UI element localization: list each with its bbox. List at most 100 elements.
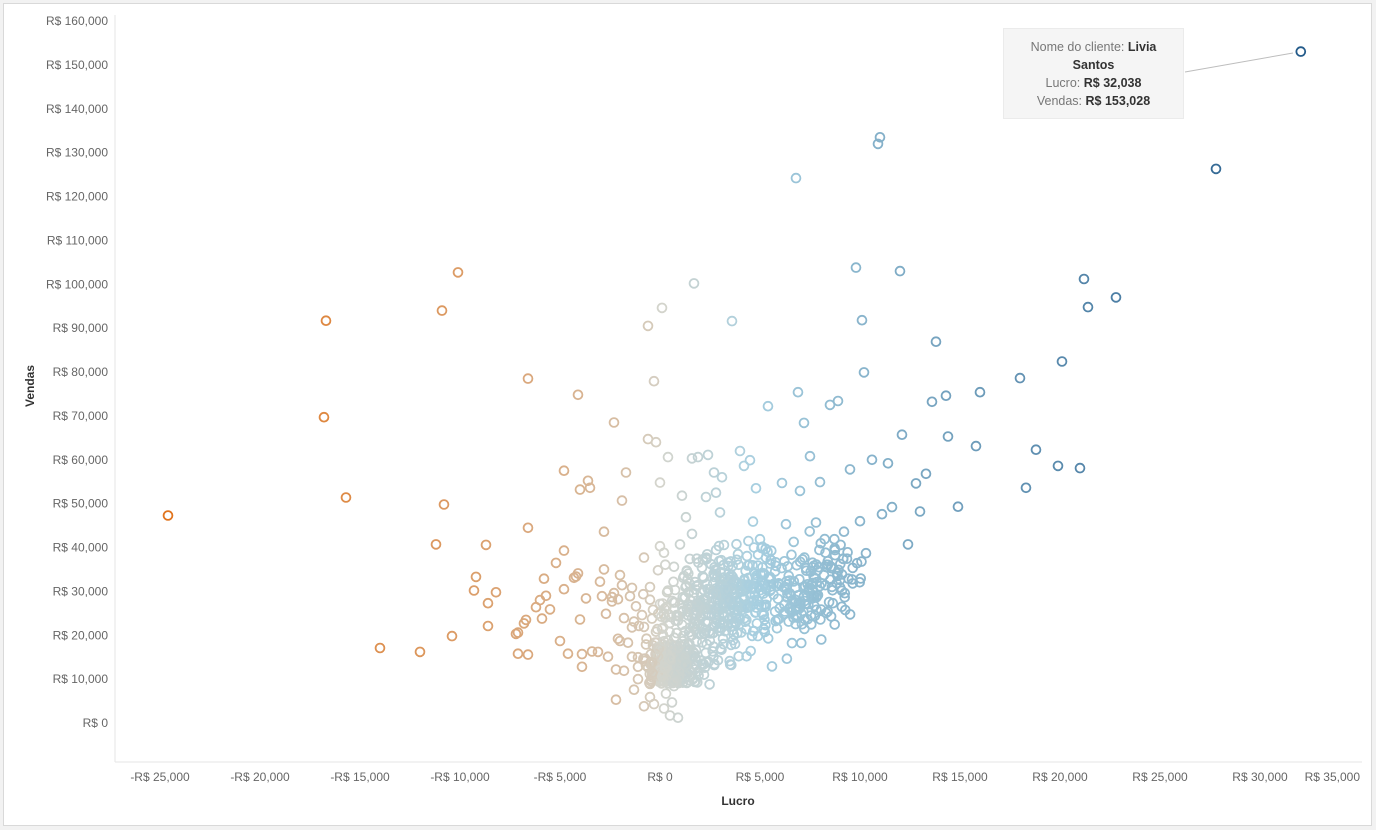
- data-point[interactable]: [671, 609, 682, 621]
- data-point[interactable]: [638, 621, 650, 633]
- data-point[interactable]: [808, 571, 819, 583]
- data-point[interactable]: [674, 539, 686, 550]
- data-point[interactable]: [600, 608, 612, 620]
- data-point[interactable]: [482, 597, 494, 609]
- data-point[interactable]: [756, 542, 767, 554]
- data-point[interactable]: [835, 539, 846, 551]
- data-point[interactable]: [651, 623, 663, 635]
- data-point[interactable]: [414, 646, 426, 658]
- data-point[interactable]: [744, 579, 756, 591]
- data-point[interactable]: [739, 612, 750, 624]
- data-point[interactable]: [480, 539, 492, 551]
- data-point[interactable]: [812, 589, 824, 601]
- data-point[interactable]: [726, 315, 738, 327]
- data-point[interactable]: [766, 661, 778, 672]
- data-point[interactable]: [622, 637, 634, 648]
- data-point[interactable]: [794, 485, 806, 497]
- data-point[interactable]: [687, 662, 698, 673]
- data-point[interactable]: [810, 559, 822, 570]
- data-point[interactable]: [647, 667, 658, 679]
- data-point[interactable]: [725, 639, 737, 651]
- data-point[interactable]: [683, 644, 695, 655]
- data-point[interactable]: [648, 375, 660, 387]
- data-point[interactable]: [692, 579, 704, 591]
- data-point[interactable]: [1056, 356, 1068, 367]
- data-point[interactable]: [582, 475, 594, 487]
- data-point[interactable]: [707, 627, 719, 638]
- data-point[interactable]: [724, 594, 736, 606]
- data-point[interactable]: [829, 544, 841, 556]
- data-point[interactable]: [739, 593, 750, 605]
- data-point[interactable]: [592, 646, 604, 658]
- data-point[interactable]: [866, 454, 878, 466]
- data-point[interactable]: [1074, 462, 1086, 474]
- data-point[interactable]: [743, 572, 754, 584]
- data-point[interactable]: [689, 664, 701, 675]
- data-point[interactable]: [826, 581, 838, 593]
- data-point[interactable]: [666, 697, 678, 708]
- data-point[interactable]: [646, 657, 658, 668]
- data-point[interactable]: [702, 449, 714, 461]
- data-point[interactable]: [610, 694, 622, 705]
- data-point[interactable]: [820, 547, 831, 558]
- data-point[interactable]: [522, 522, 534, 534]
- data-point[interactable]: [693, 557, 704, 568]
- data-point[interactable]: [1295, 46, 1307, 57]
- data-point[interactable]: [689, 576, 701, 588]
- data-point[interactable]: [798, 591, 810, 602]
- data-point[interactable]: [658, 547, 670, 559]
- data-point[interactable]: [598, 526, 610, 537]
- data-point[interactable]: [786, 549, 797, 561]
- data-point[interactable]: [733, 559, 744, 571]
- data-point[interactable]: [482, 620, 494, 632]
- data-point[interactable]: [841, 553, 853, 564]
- data-point[interactable]: [794, 573, 805, 585]
- data-point[interactable]: [676, 490, 688, 502]
- data-point[interactable]: [820, 607, 832, 619]
- data-point[interactable]: [738, 460, 750, 472]
- data-point[interactable]: [910, 478, 922, 489]
- data-point[interactable]: [762, 633, 774, 644]
- data-point[interactable]: [718, 539, 730, 551]
- data-point[interactable]: [832, 570, 843, 582]
- data-point[interactable]: [624, 590, 636, 602]
- data-point[interactable]: [598, 564, 610, 575]
- data-point[interactable]: [692, 451, 704, 463]
- data-point[interactable]: [636, 609, 648, 621]
- data-point[interactable]: [920, 468, 932, 480]
- data-point[interactable]: [710, 487, 722, 499]
- data-point[interactable]: [658, 635, 670, 647]
- data-point[interactable]: [829, 533, 840, 545]
- data-point[interactable]: [833, 564, 844, 576]
- data-point[interactable]: [612, 593, 624, 605]
- data-point[interactable]: [804, 526, 815, 537]
- data-point[interactable]: [930, 336, 942, 348]
- data-point[interactable]: [810, 517, 822, 528]
- data-point[interactable]: [747, 516, 759, 527]
- data-point[interactable]: [644, 594, 656, 605]
- data-point[interactable]: [318, 411, 330, 423]
- data-point[interactable]: [680, 659, 692, 670]
- data-point[interactable]: [851, 557, 863, 569]
- data-point[interactable]: [608, 417, 620, 428]
- data-point[interactable]: [562, 648, 574, 659]
- data-point[interactable]: [814, 544, 825, 556]
- data-point[interactable]: [744, 559, 755, 570]
- data-point[interactable]: [602, 651, 614, 662]
- data-point[interactable]: [876, 508, 888, 520]
- data-point[interactable]: [1210, 163, 1222, 175]
- data-point[interactable]: [701, 548, 713, 560]
- data-point[interactable]: [626, 622, 638, 633]
- data-point[interactable]: [672, 642, 684, 654]
- data-point[interactable]: [760, 619, 771, 631]
- data-point[interactable]: [647, 604, 659, 616]
- data-point[interactable]: [633, 620, 645, 632]
- data-point[interactable]: [676, 619, 688, 630]
- data-point[interactable]: [642, 320, 654, 332]
- data-point[interactable]: [914, 506, 926, 517]
- data-point[interactable]: [580, 593, 592, 604]
- data-point[interactable]: [783, 570, 794, 582]
- data-point[interactable]: [452, 267, 464, 278]
- data-point[interactable]: [630, 600, 642, 612]
- data-point[interactable]: [644, 581, 656, 593]
